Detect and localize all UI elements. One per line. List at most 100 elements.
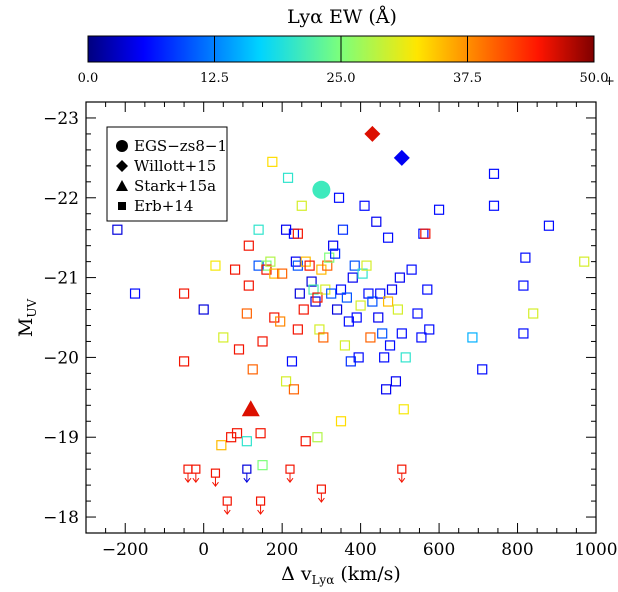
erb-point [267, 156, 278, 167]
erb-point [335, 416, 347, 427]
erb-point [229, 264, 241, 275]
erb-point [418, 228, 429, 239]
legend-label-erb: Erb+14 [134, 197, 193, 215]
erb-point [265, 256, 276, 267]
upper-limit-arrowhead [243, 477, 251, 483]
upper-limit-arrowhead [212, 481, 219, 487]
legend-diamond-marker [116, 160, 128, 172]
erb-point [347, 272, 358, 283]
legend-box [106, 126, 228, 222]
y-axis-label: MUV [15, 299, 39, 338]
erb-upper-limit-point [397, 464, 407, 474]
erb-point [178, 356, 190, 367]
erb-point [424, 324, 435, 335]
colorbar-overflow-mark: + [604, 74, 615, 89]
erb-point [210, 260, 221, 271]
erb-point [381, 384, 392, 395]
erb-point [129, 288, 141, 299]
erb-point [216, 440, 227, 451]
erb-point [288, 384, 300, 395]
erb-point [257, 460, 268, 471]
erb-point [257, 336, 268, 347]
erb-point [528, 308, 539, 319]
erb-point [280, 376, 292, 387]
colorbar-tick-label: 25.0 [327, 71, 356, 86]
erb-point [543, 220, 555, 231]
erb-upper-limit-point [222, 496, 232, 506]
erb-point [328, 240, 339, 251]
erb-point [326, 288, 337, 299]
y-tick-label: −21 [43, 269, 79, 289]
x-tick-label: −200 [102, 540, 149, 560]
erb-point [330, 248, 341, 259]
erb-point [112, 224, 123, 235]
erb-point [292, 228, 303, 239]
upper-limit-arrowhead [184, 477, 192, 483]
erb-point [255, 428, 266, 439]
upper-limit-arrowhead [317, 497, 325, 503]
erb-point [277, 268, 288, 279]
x-tick-label: 0 [198, 540, 209, 560]
upper-limit-arrowhead [192, 477, 200, 483]
y-tick-label: −23 [43, 109, 79, 129]
erb-point [579, 256, 590, 267]
x-tick-label: 200 [266, 540, 298, 560]
erb-point [269, 268, 280, 279]
legend-triangle-marker [116, 180, 128, 191]
erb-point [253, 224, 264, 235]
erb-point [275, 316, 286, 327]
erb-point [518, 328, 529, 339]
erb-point [241, 308, 252, 319]
erb-point [390, 376, 402, 387]
erb-point [394, 272, 405, 283]
y-tick-label: −18 [43, 508, 79, 528]
erb-point [322, 260, 333, 271]
erb-point [382, 296, 394, 307]
erb-point [392, 304, 403, 315]
erb-point [233, 344, 245, 355]
erb-point [467, 332, 478, 343]
upper-limit-arrowhead [398, 477, 406, 483]
y-tick-label: −20 [43, 348, 79, 368]
x-tick-label: 600 [423, 540, 455, 560]
erb-point [422, 284, 433, 295]
erb-upper-limit-point [316, 484, 326, 494]
erb-point [433, 204, 445, 215]
erb-point [375, 288, 386, 299]
erb-upper-limit-point [255, 496, 266, 506]
legend-circle-marker [116, 140, 128, 152]
y-tick-label: −19 [43, 428, 79, 448]
erb-point [355, 300, 366, 311]
erb-point [359, 200, 370, 211]
legend-label-egs: EGS−zs8−1 [134, 137, 227, 155]
willott-point [393, 149, 410, 166]
x-tick-label: 800 [501, 540, 533, 560]
colorbar-tick-label: 0.0 [78, 71, 99, 86]
upper-limit-arrowhead [286, 477, 294, 483]
legend-square-marker [118, 202, 126, 210]
willott-point [364, 125, 381, 142]
erb-point [306, 276, 317, 287]
erb-point [241, 436, 252, 447]
data-points [112, 125, 590, 515]
legend: EGS−zs8−1 Willott+15 Stark+15a Erb+14 [106, 126, 228, 222]
erb-point [247, 364, 258, 375]
erb-point [333, 192, 345, 203]
erb-point [243, 240, 254, 251]
erb-point [382, 232, 394, 243]
erb-point [198, 304, 209, 315]
erb-point [243, 280, 254, 291]
erb-point [420, 228, 431, 239]
erb-point [339, 340, 351, 351]
y-tick-label: −22 [43, 189, 79, 209]
erb-point [231, 428, 243, 439]
erb-point [337, 224, 349, 235]
axes: −200 0 200 400 600 800 1000 −23 −22 −21 −20 −19 −18 [43, 101, 618, 560]
erb-point [318, 332, 329, 343]
legend-label-willott: Willott+15 [134, 157, 216, 175]
erb-point [349, 260, 360, 271]
erb-upper-limit-point [210, 468, 221, 478]
erb-point [353, 352, 364, 363]
erb-point [367, 296, 378, 307]
x-tick-label: 1000 [574, 540, 617, 560]
